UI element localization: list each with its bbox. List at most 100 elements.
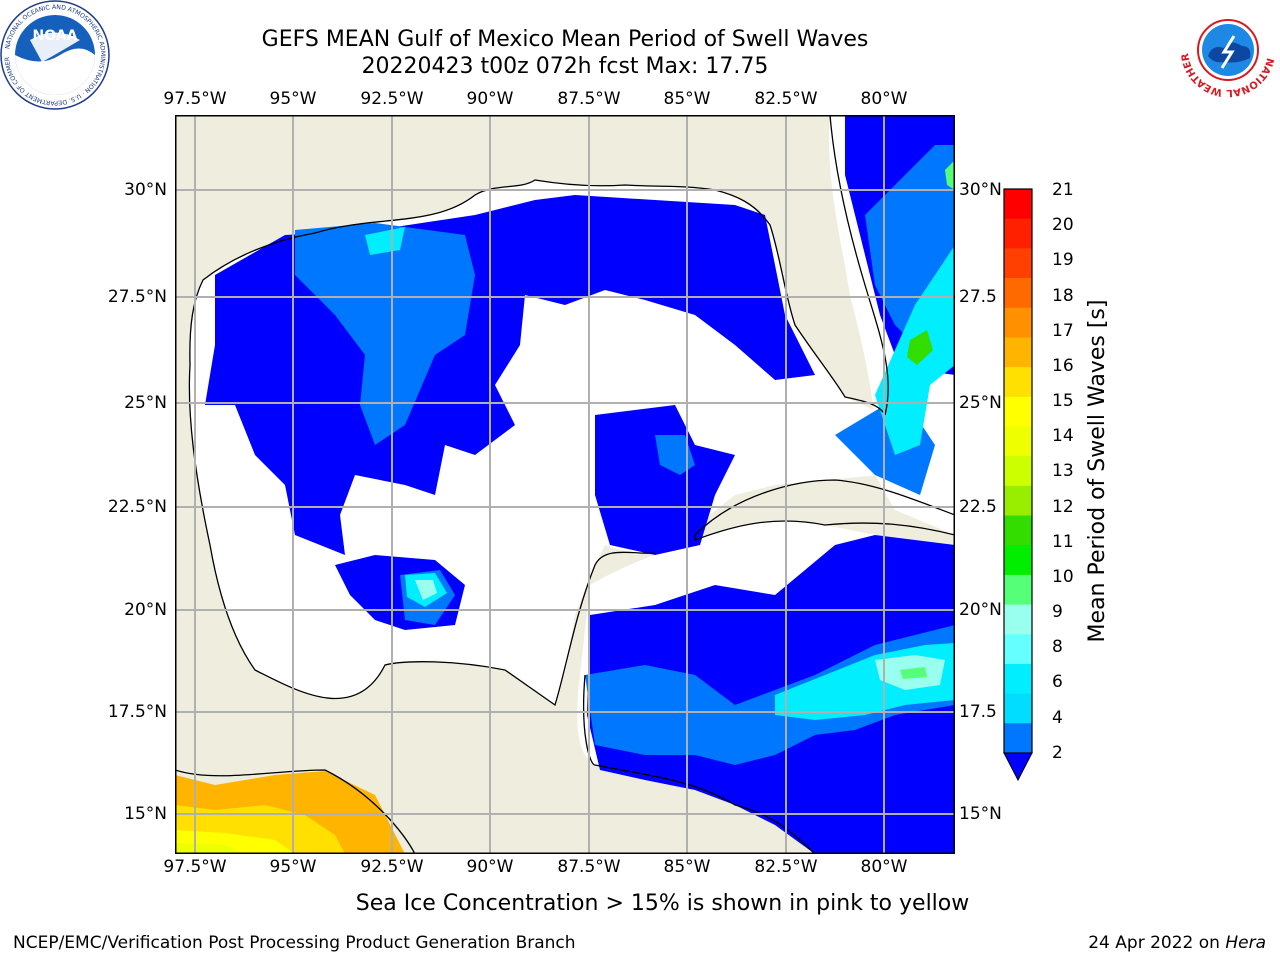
lat-tick-right: 25°N: [959, 393, 1002, 413]
run-date-text: 24 Apr 2022 on: [1088, 933, 1226, 953]
lon-tick-bottom: 82.5°W: [754, 857, 818, 877]
map-gridlines: [175, 115, 955, 854]
lat-tick-right: 27.5: [959, 287, 997, 307]
colorbar-band: [1004, 367, 1032, 398]
noaa-logo: NATIONAL OCEANIC AND ATMOSPHERIC ADMINIS…: [0, 0, 110, 110]
lon-tick-top: 82.5°W: [754, 89, 818, 109]
swell-band-2-4: [595, 405, 735, 555]
colorbar-band: [1004, 723, 1032, 754]
lat-tick-left: 15°N: [124, 804, 167, 824]
swell-band-10-12: [945, 160, 955, 190]
colorbar-label: Mean Period of Swell Waves [s]: [1085, 299, 1110, 643]
lon-tick-bottom: 95°W: [269, 857, 317, 877]
svg-text:NOAA: NOAA: [33, 28, 78, 44]
map-border: [175, 115, 955, 854]
map-subtitle: 20220423 t00z 072h fcst Max: 17.75: [361, 54, 769, 79]
credit-line: NCEP/EMC/Verification Post Processing Pr…: [13, 933, 576, 953]
colorbar-band: [1004, 545, 1032, 576]
lon-tick-top: 95°W: [269, 89, 317, 109]
colorbar-tick: 6: [1052, 672, 1063, 692]
coastline-cuba: [694, 479, 955, 541]
coastline-central-america: [175, 674, 816, 854]
colorbar-tick: 9: [1052, 602, 1063, 622]
colorbar-tick: 8: [1052, 637, 1063, 657]
colorbar-band: [1004, 604, 1032, 635]
lon-tick-top: 90°W: [466, 89, 514, 109]
lat-tick-right: 30°N: [959, 180, 1002, 200]
colorbar-band: [1004, 456, 1032, 487]
colorbar-band: [1004, 515, 1032, 546]
colorbar-band: [1004, 278, 1032, 309]
map-title: GEFS MEAN Gulf of Mexico Mean Period of …: [261, 27, 869, 52]
swell-period-map: [175, 115, 955, 854]
swell-band-8-10: [415, 580, 437, 600]
lon-tick-bottom: 85°W: [663, 857, 711, 877]
colorbar-band: [1004, 248, 1032, 279]
lon-tick-top: 80°W: [860, 89, 908, 109]
colorbar-tick: 20: [1052, 215, 1074, 235]
lat-tick-right: 22.5: [959, 497, 997, 517]
colorbar: [1003, 188, 1033, 782]
coastline-florida-east: [829, 115, 889, 416]
swell-band-10-12: [907, 330, 933, 365]
colorbar-band: [1004, 634, 1032, 665]
colorbar-tick: 17: [1052, 321, 1074, 341]
colorbar-band: [1004, 574, 1032, 606]
map-panel: [175, 115, 955, 854]
lon-tick-top: 87.5°W: [557, 89, 621, 109]
colorbar-band: [1004, 693, 1032, 724]
lat-tick-left: 20°N: [124, 600, 167, 620]
colorbar-band: [1004, 307, 1032, 339]
colorbar-tick: 2: [1052, 743, 1063, 763]
colorbar-band: [1004, 189, 1032, 220]
colorbar-bands: [1004, 189, 1032, 754]
lat-tick-right: 17.5: [959, 702, 997, 722]
swell-band-10-12: [900, 667, 927, 679]
nws-logo: NATIONAL WEATHER SERVICE: [1178, 0, 1276, 98]
lat-tick-left: 30°N: [124, 180, 167, 200]
run-date: 24 Apr 2022 on Hera: [1088, 933, 1266, 953]
run-host: Hera: [1225, 933, 1266, 953]
colorbar-band: [1004, 663, 1032, 695]
colorbar-extend-arrow: [1003, 752, 1033, 782]
colorbar-tick: 18: [1052, 286, 1074, 306]
colorbar-tick: 10: [1052, 567, 1074, 587]
lat-tick-left: 25°N: [124, 393, 167, 413]
coastline-us-mexico: [189, 179, 886, 416]
colorbar-tick: 11: [1052, 532, 1074, 552]
colorbar-band: [1004, 337, 1032, 368]
colorbar-tick: 4: [1052, 708, 1063, 728]
colorbar-band: [1004, 218, 1032, 249]
swell-band-6-8: [365, 227, 405, 255]
colorbar-tick: 21: [1052, 180, 1074, 200]
colorbar-tick: 16: [1052, 356, 1074, 376]
colorbar-tick: 13: [1052, 461, 1074, 481]
lon-tick-bottom: 97.5°W: [163, 857, 227, 877]
colorbar-tick: 15: [1052, 391, 1074, 411]
swell-band-4-6: [295, 223, 475, 445]
colorbar-band: [1004, 485, 1032, 517]
colorbar-band: [1004, 396, 1032, 428]
lat-tick-right: 20°N: [959, 600, 1002, 620]
colorbar-tick: 12: [1052, 497, 1074, 517]
lon-tick-top: 92.5°W: [360, 89, 424, 109]
coastline-mexico-west: [188, 364, 656, 707]
lat-tick-left: 17.5°N: [107, 702, 167, 722]
lon-tick-top: 97.5°W: [163, 89, 227, 109]
lat-tick-right: 15°N: [959, 804, 1002, 824]
lat-tick-left: 27.5°N: [107, 287, 167, 307]
swell-band-4-6: [655, 435, 695, 475]
lon-tick-bottom: 80°W: [860, 857, 908, 877]
colorbar-band: [1004, 426, 1032, 457]
lon-tick-top: 85°W: [663, 89, 711, 109]
sea-ice-note: Sea Ice Concentration > 15% is shown in …: [355, 891, 970, 916]
ice-band-core: [175, 843, 245, 854]
colorbar-border: [1003, 188, 1033, 754]
lat-tick-left: 22.5°N: [107, 497, 167, 517]
lon-tick-bottom: 90°W: [466, 857, 514, 877]
colorbar-tick: 19: [1052, 250, 1074, 270]
lon-tick-bottom: 92.5°W: [360, 857, 424, 877]
colorbar-tick: 14: [1052, 426, 1074, 446]
lon-tick-bottom: 87.5°W: [557, 857, 621, 877]
